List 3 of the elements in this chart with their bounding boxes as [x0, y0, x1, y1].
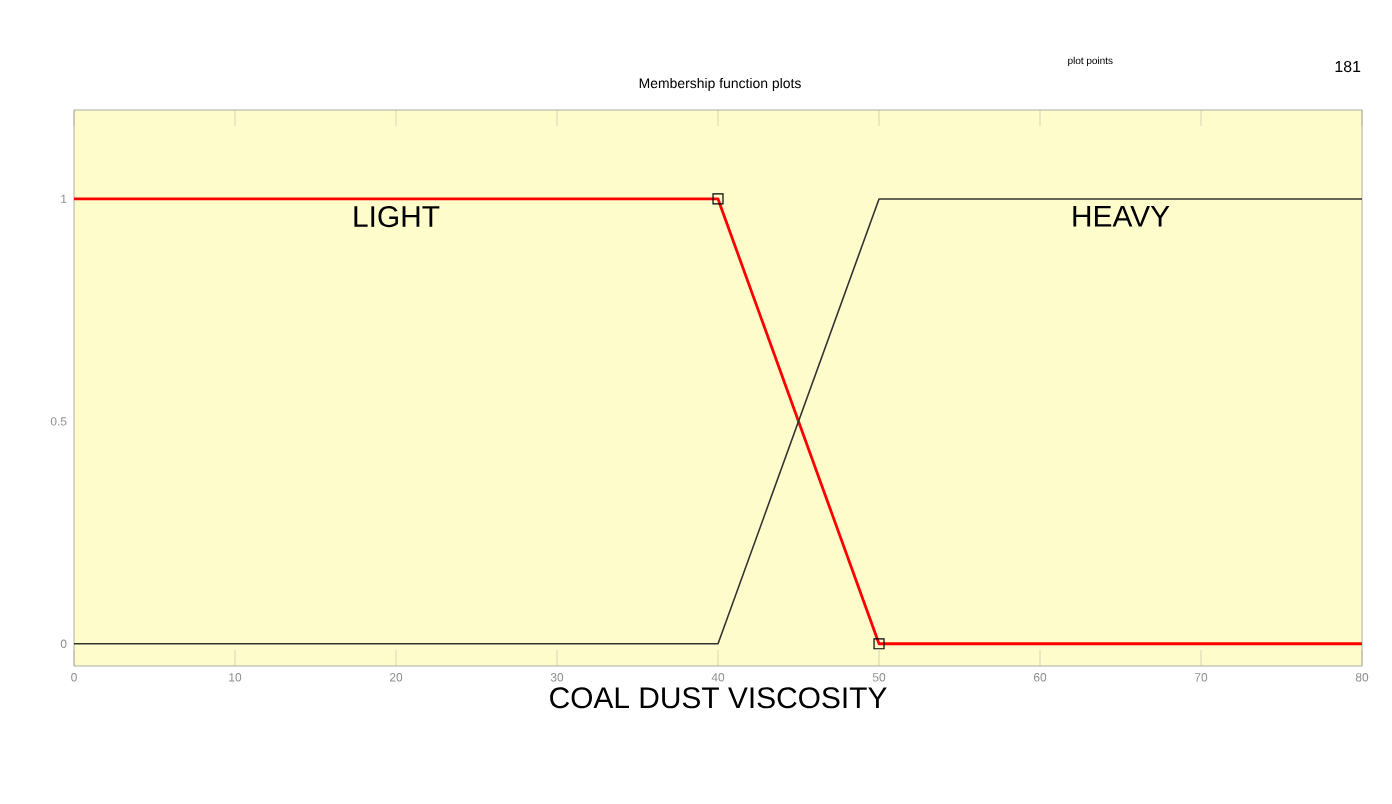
series-label: HEAVY — [1073, 205, 1170, 227]
series-label: LIGHT — [354, 205, 440, 228]
x-axis-title: COAL DUST VISCOSITY — [550, 687, 887, 709]
